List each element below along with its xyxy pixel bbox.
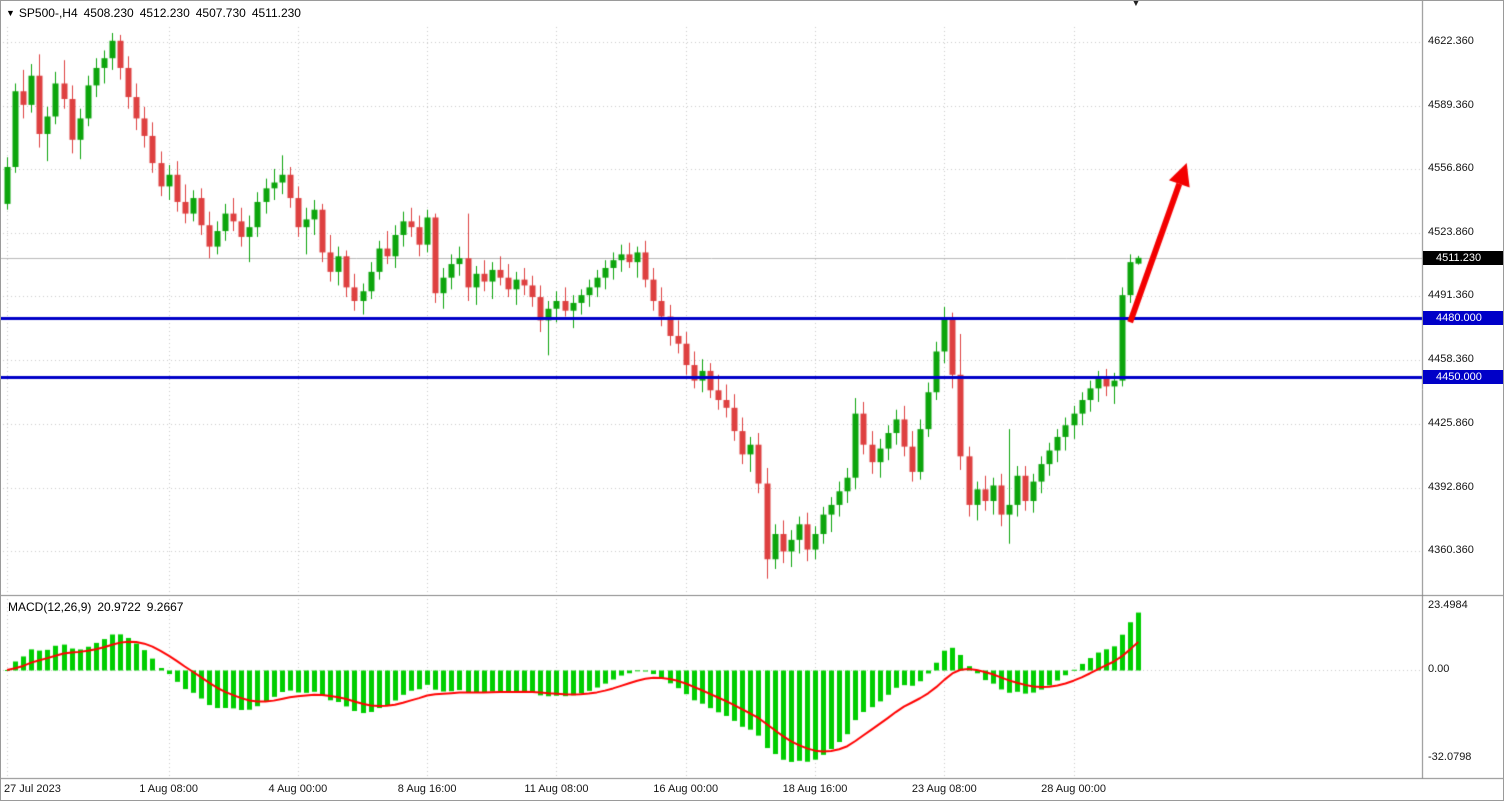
macd-axis-label: 23.4984 <box>1428 598 1468 611</box>
price-axis-label: 4523.860 <box>1428 226 1474 239</box>
time-axis-label: 1 Aug 08:00 <box>139 783 198 795</box>
price-axis-label: 4392.860 <box>1428 480 1474 493</box>
chevron-down-icon: ▼ <box>6 8 15 18</box>
price-axis-label: 4425.860 <box>1428 416 1474 429</box>
ohlc-low: 4507.730 <box>195 6 246 20</box>
current-price-tag: 4511.230 <box>1423 250 1503 265</box>
price-axis-label: 4360.360 <box>1428 543 1474 556</box>
macd-indicator-label: MACD(12,26,9) 20.9722 9.2667 <box>8 600 183 614</box>
macd-main-value: 20.9722 <box>97 600 141 614</box>
autoscroll-marker-icon[interactable]: ▼ <box>1131 0 1141 9</box>
support-line-price-tag: 4450.000 <box>1423 369 1503 384</box>
time-axis-label: 23 Aug 08:00 <box>911 783 977 795</box>
price-axis-label: 4589.360 <box>1428 99 1474 112</box>
symbol-timeframe-label: SP500-,H4 <box>18 6 78 20</box>
time-axis-label: 8 Aug 16:00 <box>397 783 457 795</box>
time-axis-label: 4 Aug 00:00 <box>268 783 328 795</box>
time-axis-label: 18 Aug 16:00 <box>782 783 848 795</box>
time-axis-label: 11 Aug 08:00 <box>524 783 589 795</box>
macd-name: MACD(12,26,9) <box>8 600 92 614</box>
ohlc-close: 4511.230 <box>251 6 301 20</box>
ohlc-open: 4508.230 <box>83 6 134 20</box>
price-axis-label: 4556.860 <box>1428 162 1474 175</box>
price-axis-label: 4491.360 <box>1428 289 1474 302</box>
price-axis-label: 4622.360 <box>1428 35 1474 47</box>
time-axis-label: 16 Aug 00:00 <box>653 783 719 795</box>
macd-axis-label: -32.0798 <box>1428 750 1472 763</box>
resistance-line-price-tag: 4480.000 <box>1423 311 1503 326</box>
ohlc-high: 4512.230 <box>139 6 190 20</box>
price-axis-label: 4458.360 <box>1428 353 1474 366</box>
macd-axis-label: 0.00 <box>1428 663 1450 675</box>
time-axis-label: 27 Jul 2023 <box>4 783 61 795</box>
time-axis-label: 28 Aug 00:00 <box>1041 783 1106 795</box>
chart-title: ▼ SP500-,H4 4508.230 4512.230 4507.730 4511.2… <box>6 6 301 20</box>
macd-signal-value: 9.2667 <box>146 600 184 614</box>
